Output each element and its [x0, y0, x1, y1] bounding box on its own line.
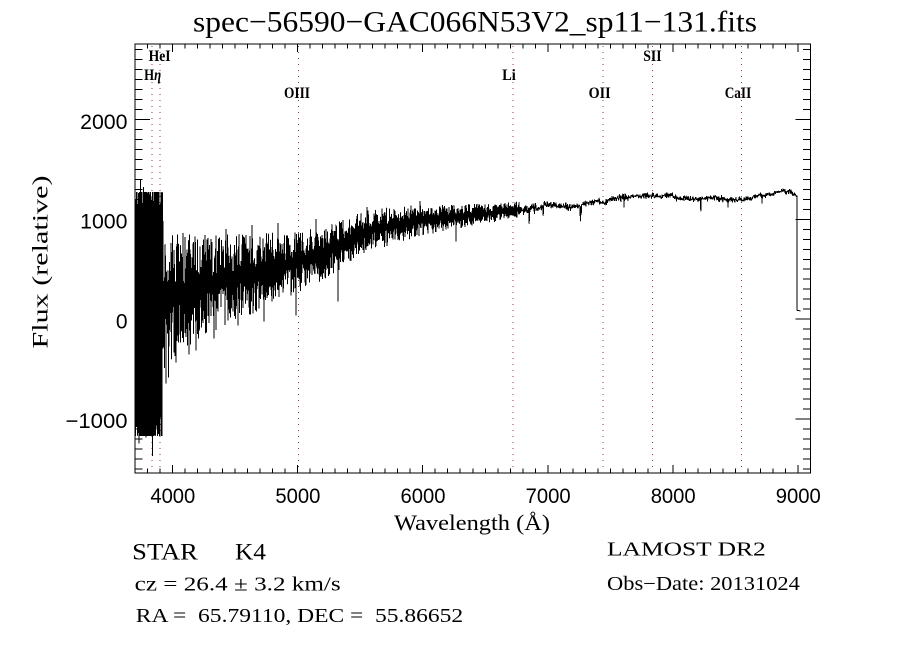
svg-text:9000: 9000: [776, 485, 821, 508]
svg-text:8000: 8000: [651, 485, 696, 508]
svg-text:spec−56590−GAC066N53V2_sp11−13: spec−56590−GAC066N53V2_sp11−131.fits: [193, 6, 757, 39]
svg-text:4000: 4000: [150, 485, 195, 508]
svg-text:Li: Li: [502, 67, 516, 84]
svg-text:Flux (relative): Flux (relative): [28, 176, 53, 349]
svg-text:7000: 7000: [526, 485, 571, 508]
svg-text:CaII: CaII: [725, 85, 752, 102]
svg-text:Obs−Date: 20131024: Obs−Date: 20131024: [607, 573, 800, 595]
svg-text:Wavelength (Å): Wavelength (Å): [394, 510, 550, 535]
svg-text:2000: 2000: [80, 111, 127, 134]
svg-text:HeI: HeI: [149, 48, 171, 65]
svg-text:cz = 26.4 ± 3.2 km/s: cz = 26.4 ± 3.2 km/s: [135, 574, 341, 596]
svg-text:1000: 1000: [80, 211, 127, 234]
svg-text:SII: SII: [643, 48, 661, 65]
svg-text:−1000: −1000: [66, 410, 128, 433]
svg-text:Hη: Hη: [144, 67, 161, 84]
svg-text:LAMOST DR2: LAMOST DR2: [607, 539, 766, 561]
svg-text:0: 0: [116, 310, 128, 333]
svg-text:OIII: OIII: [284, 85, 310, 102]
svg-text:STAR: STAR: [132, 540, 198, 565]
svg-text:OII: OII: [589, 85, 611, 102]
svg-text:K4: K4: [235, 540, 267, 565]
svg-text:6000: 6000: [401, 485, 446, 508]
svg-text:RA = 65.79110, DEC = 55.8665: RA = 65.79110, DEC = 55.86652: [136, 605, 463, 627]
svg-text:5000: 5000: [275, 485, 320, 508]
